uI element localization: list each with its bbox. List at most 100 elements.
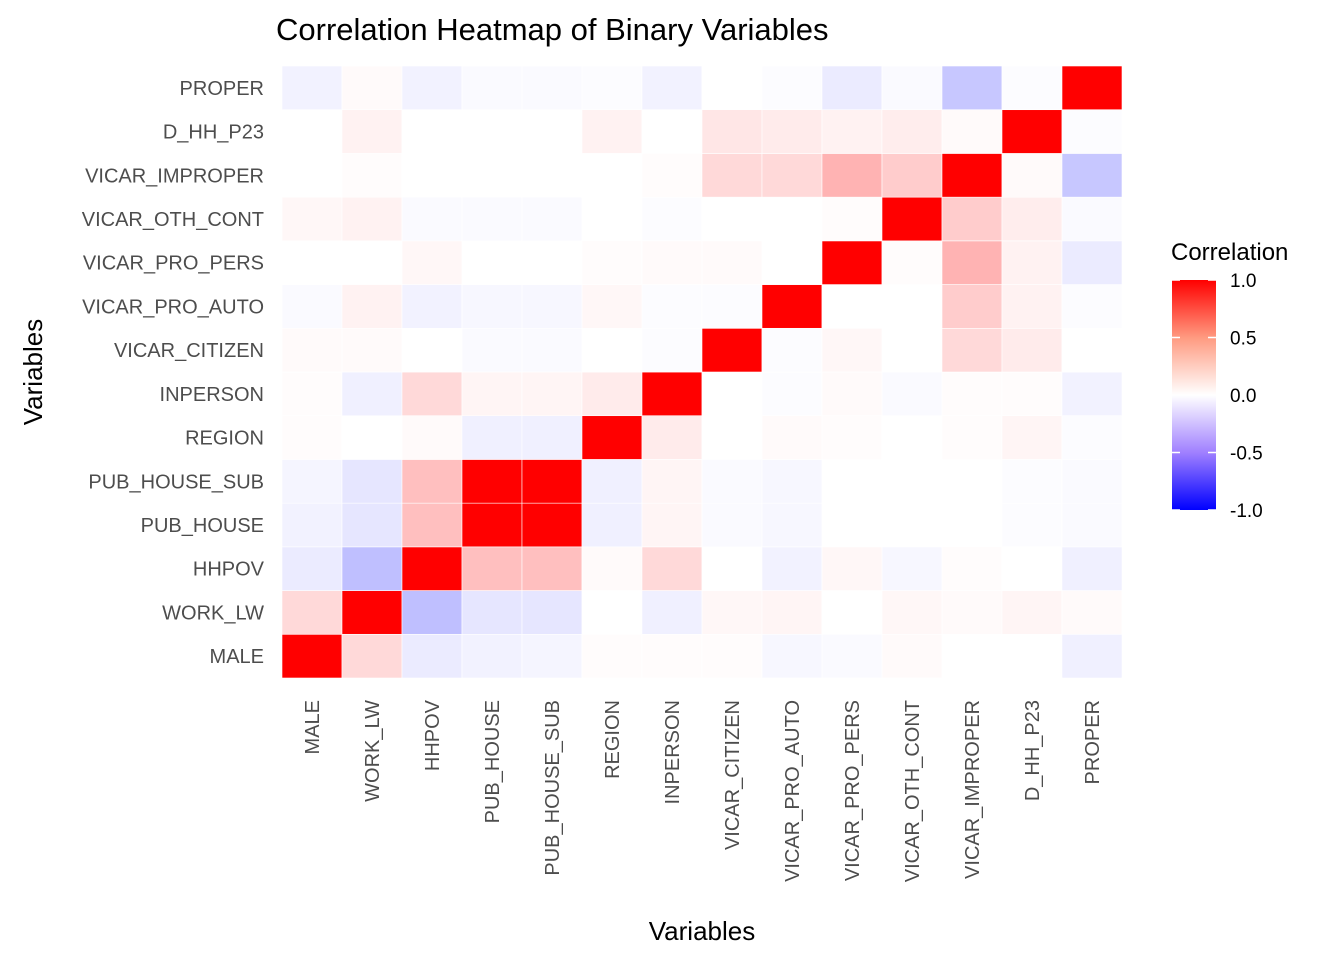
heatmap-cell: [641, 371, 703, 417]
heatmap-cell: [701, 546, 763, 591]
heatmap-cell: [281, 546, 343, 591]
heatmap-cell: [521, 502, 583, 548]
heatmap-cell: [881, 240, 943, 285]
heatmap-cell: [821, 196, 883, 242]
heatmap-cell: [701, 371, 763, 417]
y-tick-label: VICAR_PRO_AUTO: [82, 296, 264, 318]
heatmap-cell: [281, 371, 343, 417]
heatmap-cell: [1061, 415, 1123, 460]
legend-title: Correlation: [1171, 239, 1288, 266]
heatmap-cell: [941, 415, 1003, 460]
heatmap-cell: [341, 327, 403, 373]
x-tick-label: MALE: [302, 700, 324, 754]
heatmap-cell: [761, 371, 823, 417]
heatmap-cell: [461, 196, 523, 242]
heatmap-cell: [1061, 546, 1123, 591]
heatmap-cell: [821, 502, 883, 548]
heatmap-cell: [641, 415, 703, 460]
heatmap-cell: [701, 65, 763, 111]
chart-title: Correlation Heatmap of Binary Variables: [276, 12, 829, 47]
heatmap-cell: [821, 153, 883, 198]
heatmap-cell: [641, 502, 703, 548]
heatmap-cell: [521, 65, 583, 111]
heatmap-cell: [341, 546, 403, 591]
heatmap-cell: [341, 459, 403, 504]
heatmap-cell: [581, 502, 643, 548]
heatmap-cell: [821, 65, 883, 111]
heatmap-cell: [1061, 240, 1123, 285]
heatmap-cell: [281, 284, 343, 329]
heatmap-cell: [1061, 633, 1123, 679]
heatmap-cell: [581, 153, 643, 198]
heatmap-cell: [821, 633, 883, 679]
x-tick-label: VICAR_PRO_PERS: [842, 700, 864, 881]
legend-ticks: 1.0 0.5 0.0 -0.5 -1.0: [1172, 271, 1263, 522]
heatmap-cell: [401, 415, 463, 460]
heatmap-cell: [401, 633, 463, 679]
heatmap-cell: [941, 240, 1003, 285]
heatmap-cell: [1001, 502, 1063, 548]
heatmap-cell: [701, 327, 763, 373]
heatmap-cell: [281, 633, 343, 679]
heatmap-cell: [1061, 109, 1123, 154]
heatmap-cell: [461, 633, 523, 679]
heatmap-cell: [761, 153, 823, 198]
heatmap-cell: [401, 65, 463, 111]
heatmap-cell: [401, 240, 463, 285]
y-tick-label: REGION: [185, 428, 264, 450]
heatmap-cell: [1061, 459, 1123, 504]
heatmap-cell: [761, 240, 823, 285]
heatmap-cell: [461, 371, 523, 417]
heatmap-cell: [401, 459, 463, 504]
heatmap-cell: [701, 284, 763, 329]
heatmap-cell: [521, 415, 583, 460]
heatmap-cell: [281, 240, 343, 285]
heatmap-cell: [821, 415, 883, 460]
x-tick-label: VICAR_OTH_CONT: [902, 700, 924, 882]
x-tick-label: PUB_HOUSE_SUB: [542, 700, 564, 876]
heatmap-cell: [1061, 590, 1123, 635]
heatmap-cell: [881, 371, 943, 417]
heatmap-cell: [281, 415, 343, 460]
heatmap-cell: [701, 153, 763, 198]
heatmap-cell: [341, 633, 403, 679]
heatmap-cell: [461, 327, 523, 373]
heatmap-cell: [401, 196, 463, 242]
heatmap-cell: [941, 109, 1003, 154]
heatmap-cell: [281, 459, 343, 504]
heatmap-cell: [941, 327, 1003, 373]
heatmap-cell: [1061, 196, 1123, 242]
heatmap-cell: [1001, 240, 1063, 285]
y-axis-title: Variables: [18, 319, 48, 425]
y-tick-label: PUB_HOUSE: [141, 515, 264, 537]
heatmap-cell: [581, 415, 643, 460]
y-tick-label: VICAR_CITIZEN: [114, 340, 264, 362]
heatmap-cell: [881, 459, 943, 504]
heatmap-cell: [701, 196, 763, 242]
heatmap-cell: [1061, 327, 1123, 373]
heatmap-cell: [821, 459, 883, 504]
x-tick-label: VICAR_IMPROPER: [962, 700, 984, 879]
heatmap-cell: [461, 546, 523, 591]
heatmap-cell: [641, 240, 703, 285]
heatmap-cell: [941, 284, 1003, 329]
heatmap-cell: [581, 633, 643, 679]
heatmap-cell: [641, 590, 703, 635]
heatmap-cell: [521, 240, 583, 285]
heatmap-cell: [1001, 415, 1063, 460]
y-tick-label: WORK_LW: [162, 602, 264, 624]
heatmap-cell: [641, 633, 703, 679]
x-tick-label: REGION: [602, 700, 624, 779]
heatmap-cell: [341, 371, 403, 417]
y-tick-label: VICAR_IMPROPER: [85, 165, 264, 187]
heatmap-cell: [1001, 153, 1063, 198]
heatmap-cell: [821, 590, 883, 635]
heatmap-cell: [281, 65, 343, 111]
heatmap-cell: [881, 196, 943, 242]
heatmap-cell: [281, 327, 343, 373]
heatmap-cell: [761, 590, 823, 635]
heatmap-cell: [1001, 371, 1063, 417]
heatmap-cell: [941, 459, 1003, 504]
y-tick-labels: MALE WORK_LW HHPOV PUB_HOUSE PUB_HOUSE_SUB RE…: [82, 78, 265, 668]
heatmap-cell: [881, 65, 943, 111]
